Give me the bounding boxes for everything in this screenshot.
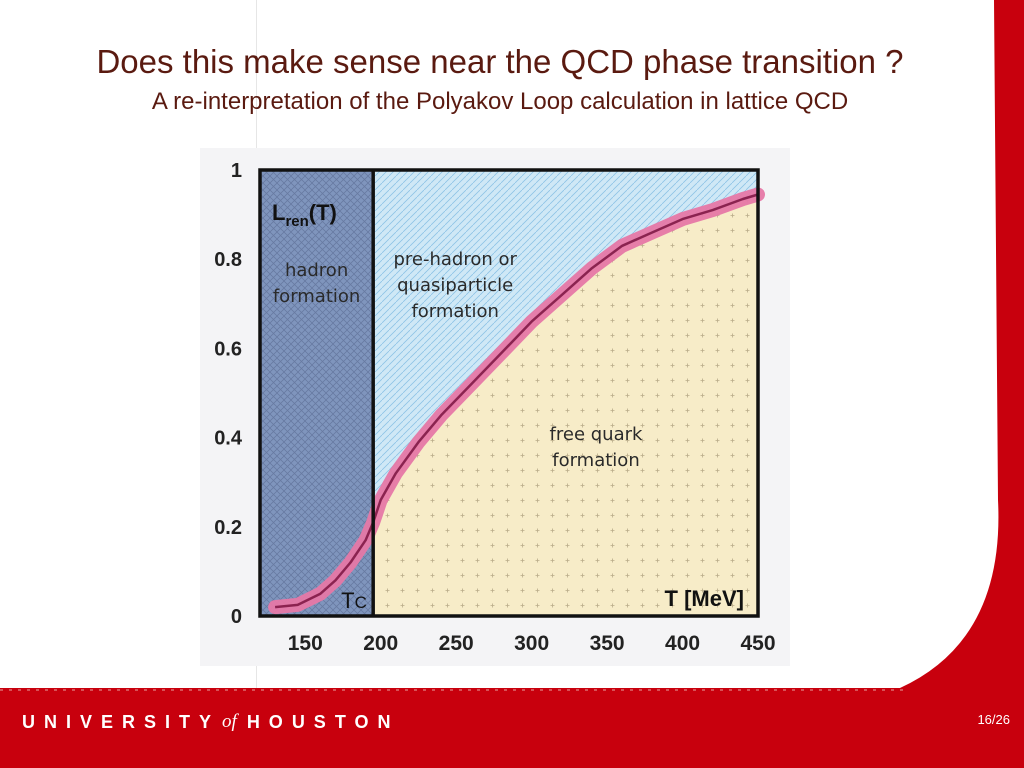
x-tick-label: 150 [288, 632, 323, 655]
region-label: formation [273, 286, 360, 307]
plot-frame [258, 168, 760, 618]
brand-left: UNIVERSITY [22, 711, 221, 732]
y-tick-label: 0.8 [214, 249, 242, 271]
region-hadron-crosshatch [260, 170, 374, 616]
brand-of: of [222, 711, 237, 732]
y-tick-label: 0.2 [214, 517, 242, 539]
x-tick-label: 200 [363, 632, 398, 655]
curve-line [274, 193, 759, 609]
brand-right: HOUSTON [246, 711, 400, 732]
y-tick-label: 0.6 [214, 338, 242, 360]
region-label: formation [411, 301, 498, 322]
slide-subtitle: A re-interpretation of the Polyakov Loop… [151, 88, 849, 115]
region-label: pre-hadron or [393, 249, 517, 270]
region-label: hadron [285, 260, 348, 281]
region-label: free quark [550, 424, 643, 445]
x-tick-label: 350 [590, 632, 625, 655]
x-tick-label: 400 [665, 632, 700, 655]
x-axis-label: T [MeV] [665, 586, 744, 611]
plot-regions [260, 170, 758, 616]
polyakov-loop-chart: 0 0.2 0.4 0.6 0.8 1 150 200 250 300 350 400 450 T [Me… [200, 148, 790, 666]
curve-label: Lren(T) [272, 200, 337, 230]
page-number: 16/26 [977, 712, 1010, 727]
region-label: formation [552, 450, 639, 471]
x-tick-label: 250 [439, 632, 474, 655]
tc-label: TC [341, 588, 367, 613]
university-logo: UNIVERSITY of HOUSTON [22, 708, 416, 736]
footer-bar: UNIVERSITY of HOUSTON 16/26 [0, 702, 1024, 742]
chart-canvas: 0 0.2 0.4 0.6 0.8 1 150 200 250 300 350 400 450 T [Me… [200, 148, 790, 666]
chart-svg: 0 0.2 0.4 0.6 0.8 1 150 200 250 300 350 400 450 T [Me… [200, 148, 790, 666]
region-label: quasiparticle [397, 275, 513, 296]
x-tick-label: 450 [740, 632, 775, 655]
y-tick-label: 0 [231, 606, 242, 628]
slide-title: Does this make sense near the QCD phase … [96, 43, 904, 80]
y-tick-label: 1 [231, 160, 242, 182]
region-freequark-dots [373, 194, 758, 616]
x-tick-label: 300 [514, 632, 549, 655]
y-tick-label: 0.4 [214, 428, 243, 450]
